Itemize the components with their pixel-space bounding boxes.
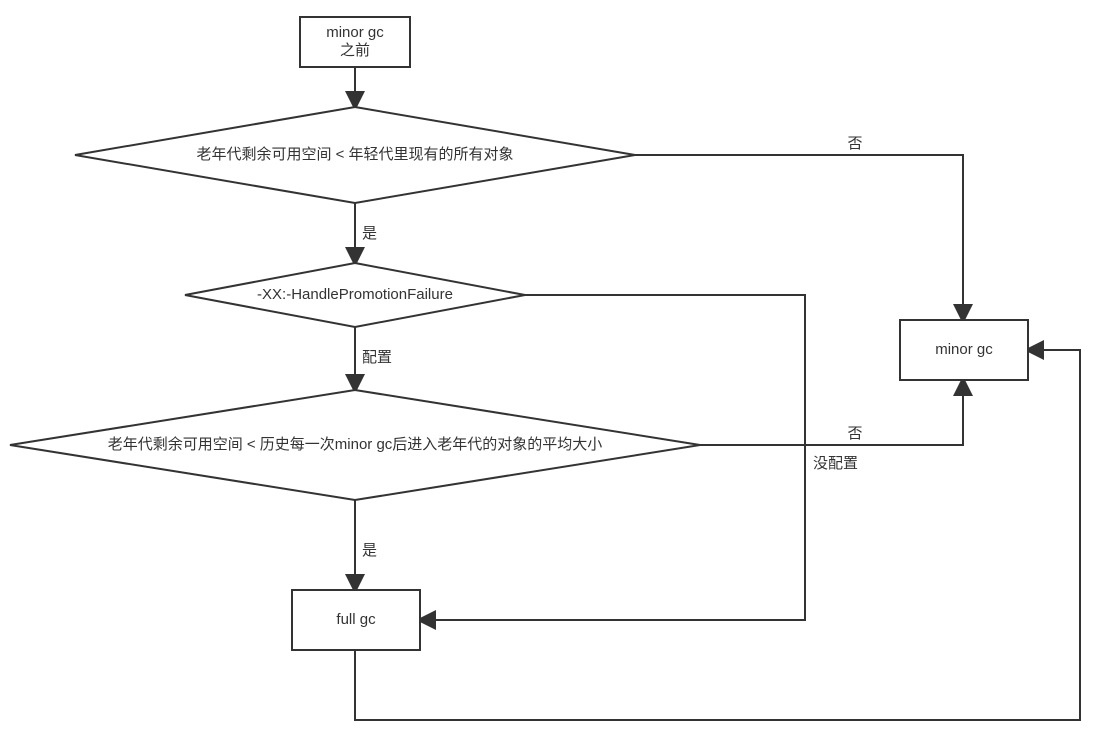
edge-e_full_minor	[355, 350, 1080, 720]
flowchart-canvas: minor gc之前老年代剩余可用空间 < 年轻代里现有的所有对象-XX:-Ha…	[0, 0, 1105, 738]
node-minorgc: minor gc	[900, 320, 1028, 380]
edge-label-e_d2_d3: 配置	[362, 349, 392, 366]
node-start: minor gc之前	[300, 17, 410, 67]
node-fullgc-text-0: full gc	[336, 611, 376, 628]
edge-label-e_d2_full: 没配置	[813, 455, 858, 472]
node-d3: 老年代剩余可用空间 < 历史每一次minor gc后进入老年代的对象的平均大小	[10, 390, 700, 500]
edge-label-e_d1_d2: 是	[362, 225, 377, 242]
nodes-layer: minor gc之前老年代剩余可用空间 < 年轻代里现有的所有对象-XX:-Ha…	[10, 17, 1028, 650]
edge-e_d3_minor	[700, 380, 963, 445]
node-d2-text-0: -XX:-HandlePromotionFailure	[257, 286, 453, 303]
node-minorgc-text-0: minor gc	[935, 341, 993, 358]
edge-label-e_d1_minor: 否	[847, 135, 862, 152]
edge-labels-layer: 是配置是否否没配置	[362, 135, 863, 559]
node-d1: 老年代剩余可用空间 < 年轻代里现有的所有对象	[75, 107, 635, 203]
node-start-text-1: 之前	[340, 42, 370, 59]
edge-label-e_d3_minor: 否	[847, 425, 862, 442]
node-d3-text-0: 老年代剩余可用空间 < 历史每一次minor gc后进入老年代的对象的平均大小	[108, 435, 603, 453]
node-d2: -XX:-HandlePromotionFailure	[185, 263, 525, 327]
node-fullgc: full gc	[292, 590, 420, 650]
node-d1-text-0: 老年代剩余可用空间 < 年轻代里现有的所有对象	[196, 145, 513, 163]
edge-label-e_d3_full: 是	[362, 542, 377, 559]
node-start-text-0: minor gc	[326, 24, 384, 41]
